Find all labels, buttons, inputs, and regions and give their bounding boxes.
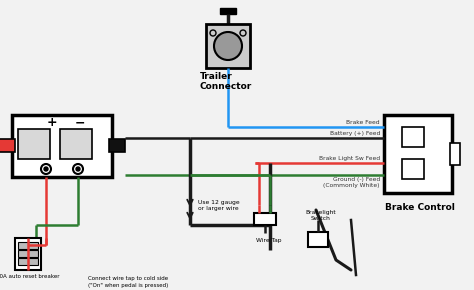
Text: Wire Tap: Wire Tap — [256, 238, 282, 243]
Text: Brake Light Sw Feed: Brake Light Sw Feed — [319, 156, 380, 161]
Bar — [402, 127, 424, 147]
Text: Use 12 gauge
or larger wire: Use 12 gauge or larger wire — [198, 200, 240, 211]
Bar — [308, 232, 328, 247]
Bar — [60, 129, 92, 159]
Circle shape — [76, 167, 80, 171]
Circle shape — [214, 32, 242, 60]
Bar — [12, 115, 112, 177]
Text: −: − — [75, 117, 85, 130]
Bar — [206, 24, 250, 68]
Text: Trailer
Connector: Trailer Connector — [200, 72, 252, 91]
Bar — [384, 115, 452, 193]
Bar — [15, 238, 41, 270]
Bar — [18, 250, 38, 257]
Bar — [0, 139, 15, 152]
Text: Brakelight
Switch: Brakelight Switch — [306, 210, 337, 221]
Text: Connect wire tap to cold side
("On" when pedal is pressed): Connect wire tap to cold side ("On" when… — [88, 276, 168, 288]
Text: Ground (-) Feed
(Commonly White): Ground (-) Feed (Commonly White) — [323, 177, 380, 188]
Bar — [450, 143, 460, 165]
Bar — [18, 258, 38, 265]
Text: 20A auto reset breaker: 20A auto reset breaker — [0, 274, 60, 279]
Bar — [220, 8, 236, 14]
Bar — [254, 213, 276, 225]
Text: Battery (+) Feed: Battery (+) Feed — [329, 131, 380, 136]
Bar — [109, 139, 125, 152]
Text: Brake Feed: Brake Feed — [346, 120, 380, 125]
Text: Brake Control: Brake Control — [385, 203, 455, 212]
Text: +: + — [46, 117, 57, 130]
Bar — [402, 159, 424, 179]
Circle shape — [44, 167, 48, 171]
Bar — [18, 129, 50, 159]
Bar — [18, 242, 38, 249]
